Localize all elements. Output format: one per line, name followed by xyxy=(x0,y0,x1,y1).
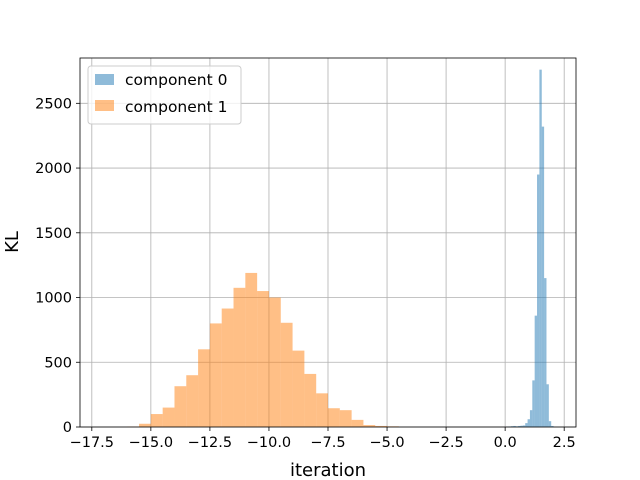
histogram-bar-component-0 xyxy=(544,278,547,427)
x-axis-label: iteration xyxy=(290,460,366,480)
y-axis-label: KL xyxy=(2,231,23,253)
histogram-bar-component-1 xyxy=(221,308,234,427)
histogram-bar-component-1 xyxy=(198,349,210,427)
y-tick-label: 2500 xyxy=(35,96,72,112)
histogram-bar-component-0 xyxy=(520,425,523,427)
x-tick-label: −5.0 xyxy=(369,435,404,451)
histogram-bar-component-1 xyxy=(150,414,163,427)
histogram-bars xyxy=(127,69,554,427)
legend-label-component-0: component 0 xyxy=(125,71,227,89)
histogram-bar-component-1 xyxy=(174,386,187,427)
legend-swatch-component-1 xyxy=(95,100,114,111)
histogram-bar-component-0 xyxy=(537,174,540,427)
x-tick-label: −10.0 xyxy=(247,435,291,451)
y-tick-label: 1000 xyxy=(35,291,72,307)
x-tick-label: −2.5 xyxy=(428,435,463,451)
histogram-bar-component-0 xyxy=(513,425,516,427)
histogram-bar-component-0 xyxy=(525,423,528,427)
y-tick-label: 1500 xyxy=(35,226,72,242)
histogram-bar-component-1 xyxy=(351,419,364,427)
histogram-bar-component-1 xyxy=(304,373,317,427)
legend: component 0 component 1 xyxy=(87,65,242,125)
x-tick-label: 2.5 xyxy=(553,435,576,451)
histogram-bar-component-1 xyxy=(233,287,246,427)
histogram-bar-component-0 xyxy=(532,380,535,427)
x-tick-label: 0.0 xyxy=(494,435,517,451)
histogram-bar-component-0 xyxy=(529,410,533,427)
x-tick-label: −7.5 xyxy=(310,435,345,451)
histogram-bar-component-1 xyxy=(268,297,281,427)
histogram-bar-component-0 xyxy=(522,425,526,427)
histogram-bar-component-0 xyxy=(527,419,530,427)
x-tick-label: −17.5 xyxy=(70,435,114,451)
histogram-bar-component-0 xyxy=(541,126,545,427)
histogram-bar-component-1 xyxy=(162,407,175,427)
histogram-bar-component-1 xyxy=(139,423,151,427)
histogram-bar-component-0 xyxy=(548,421,552,427)
legend-frame xyxy=(87,65,242,125)
axis-ticks: −17.5 −15.0 −12.5 −10.0 −7.5 −5.0 −2.5 0.0 2.5 0 5… xyxy=(35,96,576,451)
histogram-bar-component-1 xyxy=(209,323,222,427)
legend-label-component-1: component 1 xyxy=(125,98,227,116)
histogram-bar-component-1 xyxy=(245,272,258,427)
histogram-bar-component-0 xyxy=(539,69,542,427)
histogram-bar-component-0 xyxy=(534,315,538,427)
histogram-bar-component-0 xyxy=(518,425,521,427)
legend-swatch-component-0 xyxy=(95,74,114,85)
y-tick-label: 2000 xyxy=(35,161,72,177)
y-tick-label: 0 xyxy=(63,420,72,436)
histogram-bar-component-1 xyxy=(328,408,340,427)
histogram-bar-component-1 xyxy=(280,322,293,427)
histogram-bar-component-1 xyxy=(292,350,305,427)
histogram-bar-component-1 xyxy=(257,291,269,427)
histogram-bar-component-1 xyxy=(363,425,376,427)
histogram-bar-component-0 xyxy=(551,425,554,427)
histogram-bar-component-1 xyxy=(375,425,388,427)
histogram-bar-component-0 xyxy=(546,384,549,427)
histogram-bar-component-1 xyxy=(316,393,328,427)
x-tick-label: −12.5 xyxy=(188,435,232,451)
x-tick-label: −15.0 xyxy=(129,435,173,451)
histogram-bar-component-1 xyxy=(339,410,352,427)
y-tick-label: 500 xyxy=(44,355,72,371)
histogram-bar-component-1 xyxy=(186,375,199,427)
